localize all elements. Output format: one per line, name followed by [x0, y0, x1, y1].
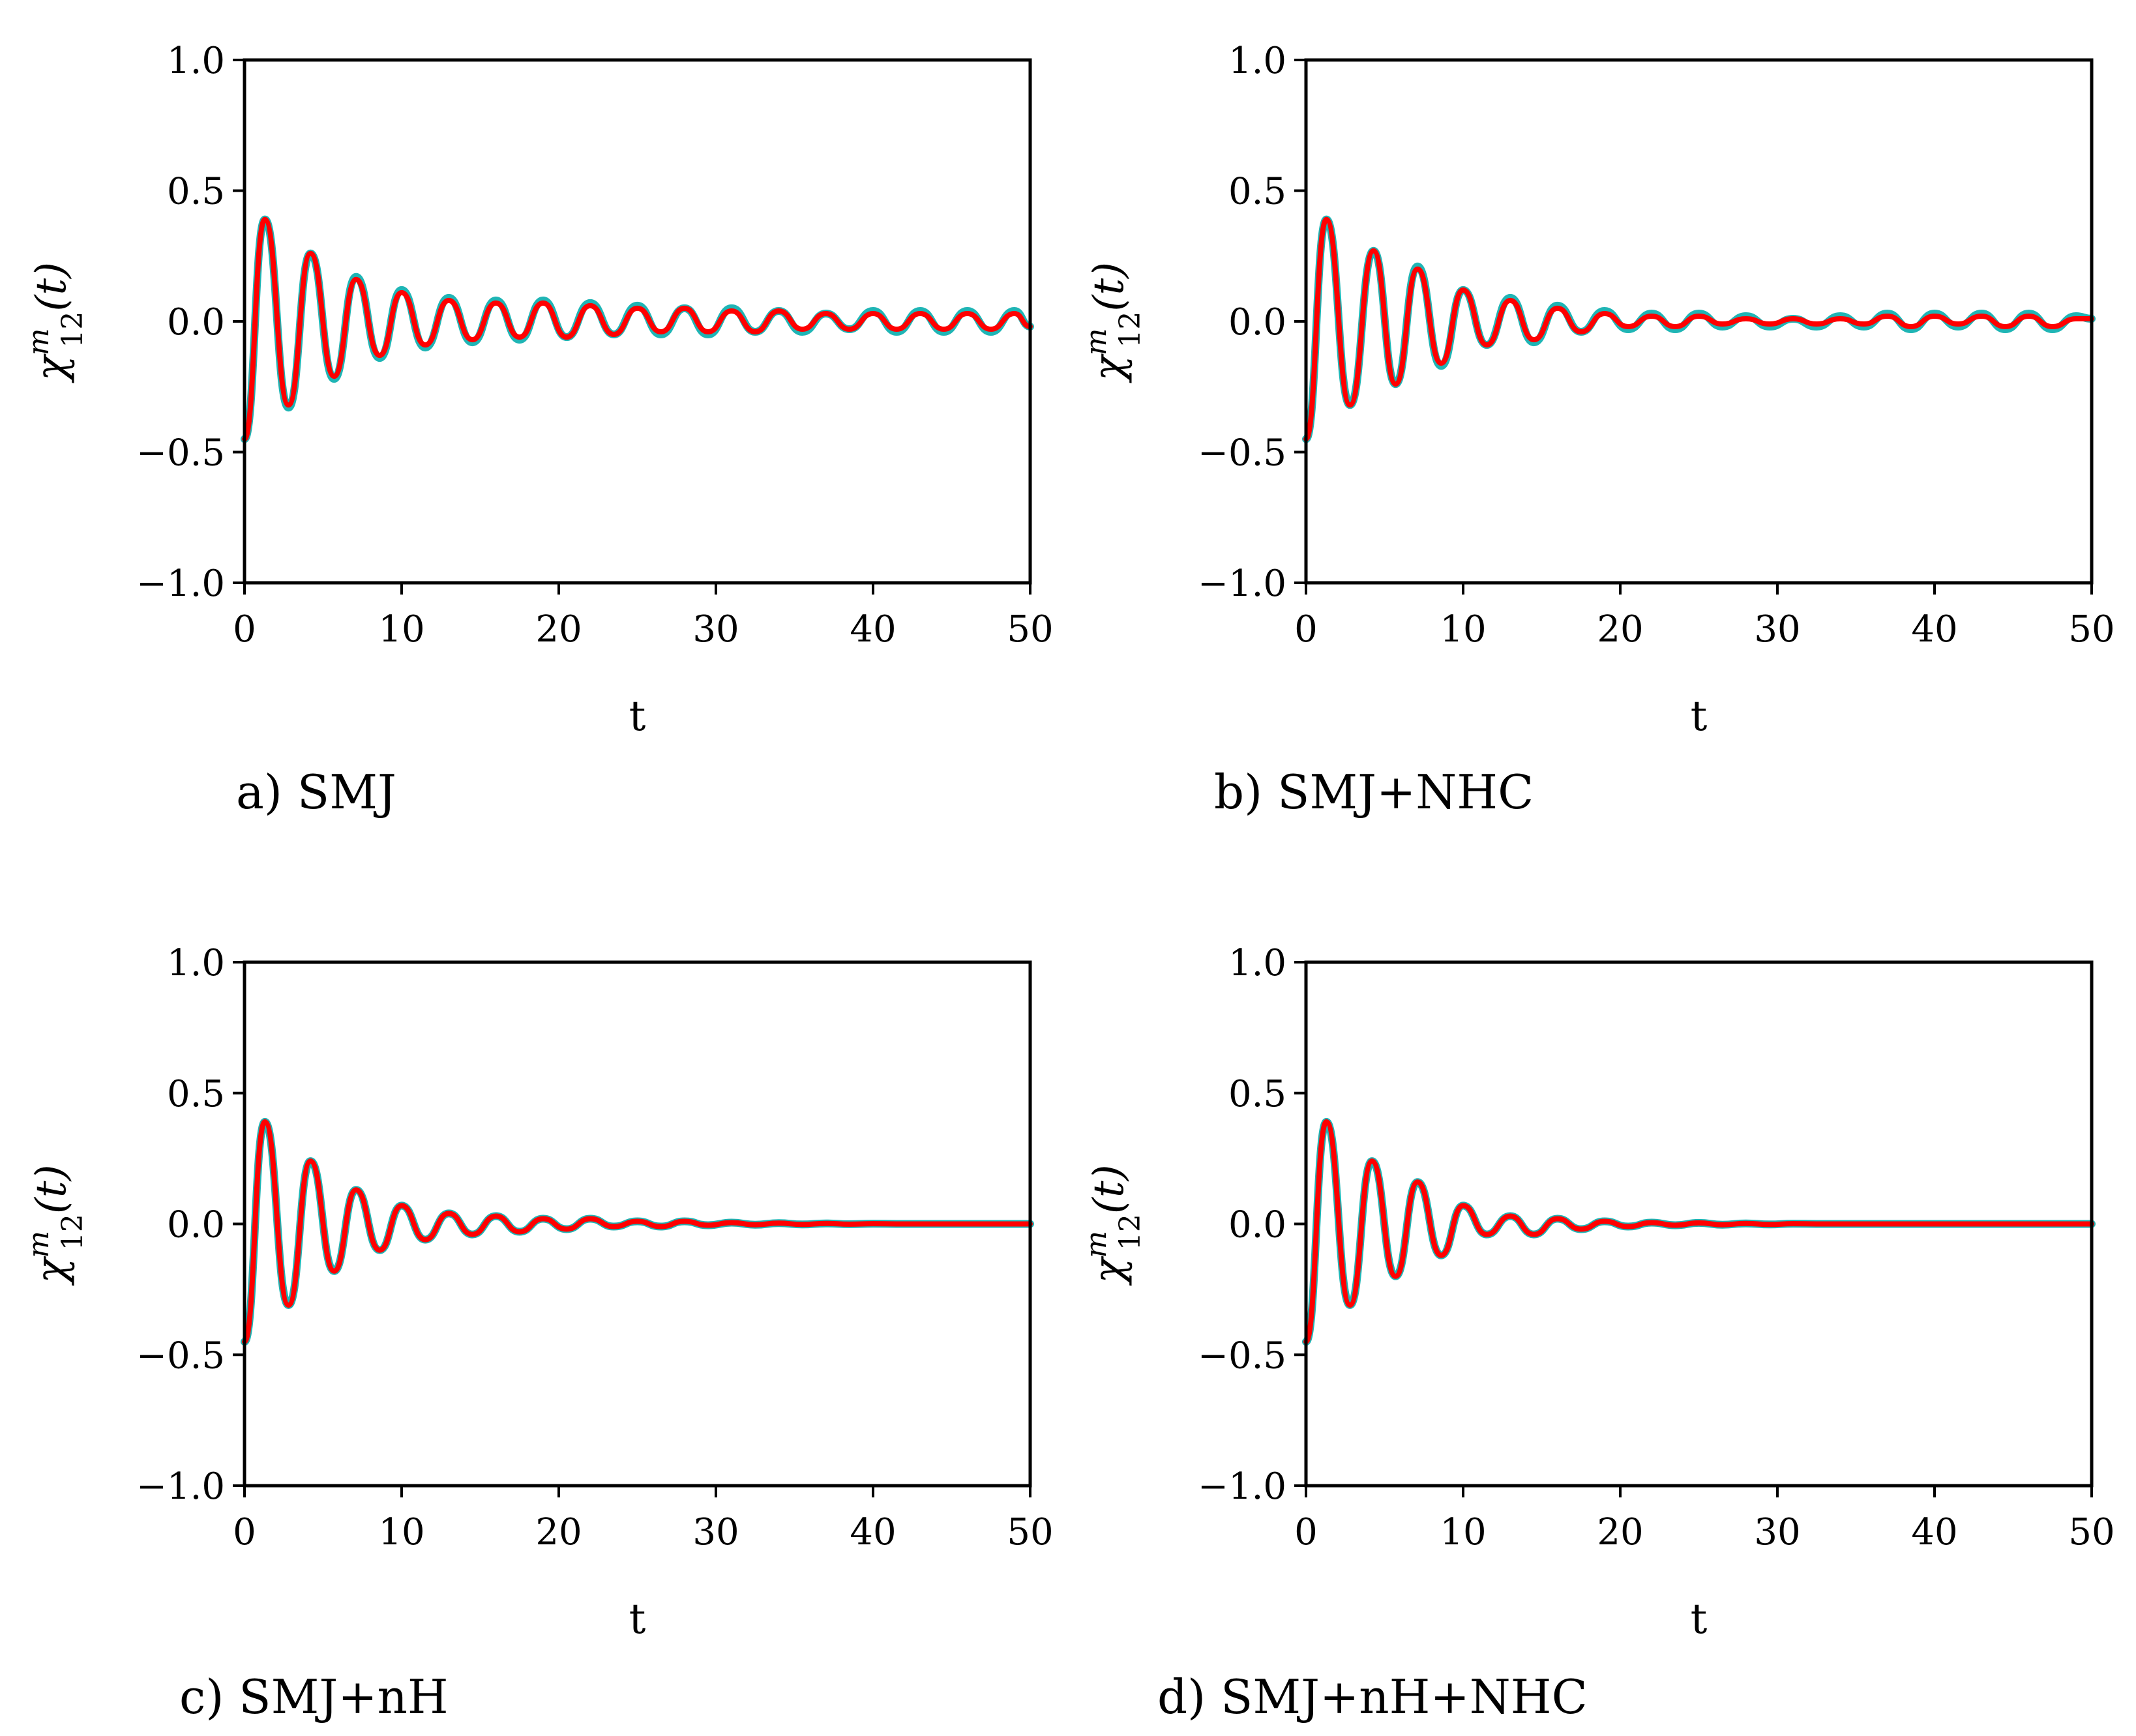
y-tick-label: −0.5: [136, 1334, 225, 1377]
x-tick-label: 10: [1440, 1511, 1486, 1553]
series-line-model: [1303, 216, 2094, 442]
y-tick-label: 0.0: [1228, 1204, 1286, 1246]
x-tick-label: 20: [535, 1511, 582, 1553]
y-axis-label-sub: 12: [1114, 1214, 1147, 1250]
x-tick-label: 20: [1597, 1511, 1643, 1553]
x-axis-label: t: [1691, 1595, 1708, 1643]
y-tick-label: −1.0: [1198, 1465, 1286, 1508]
series-line-reference: [241, 215, 1034, 443]
x-tick-label: 40: [1911, 608, 1957, 651]
y-tick-label: 1.0: [1228, 942, 1286, 984]
x-tick-label: 10: [378, 608, 424, 651]
y-axis-label-symbol: χ: [27, 1256, 76, 1286]
series-line-reference: [1302, 1117, 2096, 1346]
y-tick-label: −0.5: [1198, 1334, 1286, 1377]
x-tick-label: 50: [2068, 1511, 2114, 1553]
x-tick-label: 40: [1911, 1511, 1957, 1553]
series-line-model: [242, 1119, 1033, 1345]
y-axis-label-sub: 12: [1114, 312, 1147, 348]
y-axis-label-arg: (t): [1085, 1164, 1133, 1214]
x-tick-label: 40: [850, 608, 896, 651]
series-line-reference: [241, 1117, 1034, 1346]
panel-a: 0 10 20 30 40 50 1.0 0.5 0.0 −0.5 −1.0 t χm12(t) a) S…: [22, 40, 1054, 819]
y-tick-label: −0.5: [136, 432, 225, 475]
y-axis-label-symbol: χ: [1085, 353, 1133, 383]
y-axis-label-symbol: χ: [27, 353, 76, 383]
panel-c: 0 10 20 30 40 50 1.0 0.5 0.0 −0.5 −1.0 t χm12(t) c) S…: [22, 942, 1054, 1724]
x-tick-label: 50: [1007, 1511, 1053, 1553]
x-tick-label: 30: [1754, 608, 1800, 651]
y-tick-label: −0.5: [1198, 432, 1286, 475]
y-axis-label-arg: (t): [27, 262, 76, 312]
x-tick-label: 30: [692, 1511, 739, 1553]
y-axis-label-sup: m: [22, 1231, 55, 1258]
y-axis-label: χm12(t): [22, 1164, 89, 1286]
panel-caption: c) SMJ+nH: [179, 1670, 449, 1724]
y-axis-label-sup: m: [1080, 1231, 1113, 1258]
x-tick-label: 0: [1294, 608, 1318, 651]
y-axis-label: χm12(t): [1080, 262, 1147, 383]
y-tick-label: 0.5: [1228, 1073, 1286, 1115]
panel-caption: a) SMJ: [236, 765, 396, 819]
panel-d: 0 10 20 30 40 50 1.0 0.5 0.0 −0.5 −1.0 t χm12(t) d) S…: [1080, 942, 2115, 1724]
y-tick-label: −1.0: [1198, 563, 1286, 605]
y-axis-label-sub: 12: [56, 312, 89, 348]
y-axis-label: χm12(t): [1080, 1164, 1147, 1286]
y-tick-label: 0.5: [1228, 171, 1286, 213]
x-tick-label: 20: [535, 608, 582, 651]
y-axis-label-sup: m: [22, 329, 55, 356]
y-axis-label-arg: (t): [27, 1164, 76, 1214]
x-tick-label: 10: [1440, 608, 1486, 651]
x-axis-label: t: [629, 692, 646, 741]
x-tick-label: 10: [378, 1511, 424, 1553]
y-tick-label: 1.0: [1228, 40, 1286, 82]
y-tick-label: −1.0: [136, 563, 225, 605]
x-tick-label: 30: [1754, 1511, 1800, 1553]
series-line-model: [242, 216, 1033, 442]
y-tick-label: 1.0: [167, 40, 225, 82]
panel-caption: d) SMJ+nH+NHC: [1157, 1670, 1588, 1724]
x-tick-label: 40: [850, 1511, 896, 1553]
x-tick-label: 30: [692, 608, 739, 651]
x-tick-label: 0: [1294, 1511, 1318, 1553]
x-tick-label: 0: [233, 608, 256, 651]
x-tick-label: 50: [2068, 608, 2114, 651]
y-axis-label-arg: (t): [1085, 262, 1133, 312]
series-line-reference: [1302, 215, 2096, 443]
x-tick-label: 50: [1007, 608, 1053, 651]
y-axis-label-sub: 12: [56, 1214, 89, 1250]
x-tick-label: 0: [233, 1511, 256, 1553]
x-axis-label: t: [1691, 692, 1708, 741]
panel-b: 0 10 20 30 40 50 1.0 0.5 0.0 −0.5 −1.0 t χm12(t) b) S…: [1080, 40, 2115, 819]
y-tick-label: 0.5: [167, 1073, 225, 1115]
y-axis-label-sup: m: [1080, 329, 1113, 356]
y-tick-label: −1.0: [136, 1465, 225, 1508]
y-tick-label: 0.0: [1228, 301, 1286, 344]
y-axis-label-symbol: χ: [1085, 1256, 1133, 1286]
y-tick-label: 0.5: [167, 171, 225, 213]
y-tick-label: 1.0: [167, 942, 225, 984]
y-tick-label: 0.0: [167, 1204, 225, 1246]
x-axis-label: t: [629, 1595, 646, 1643]
panel-caption: b) SMJ+NHC: [1214, 765, 1534, 819]
y-axis-label: χm12(t): [22, 262, 89, 383]
y-tick-label: 0.0: [167, 301, 225, 344]
series-line-model: [1303, 1119, 2094, 1345]
x-tick-label: 20: [1597, 608, 1643, 651]
